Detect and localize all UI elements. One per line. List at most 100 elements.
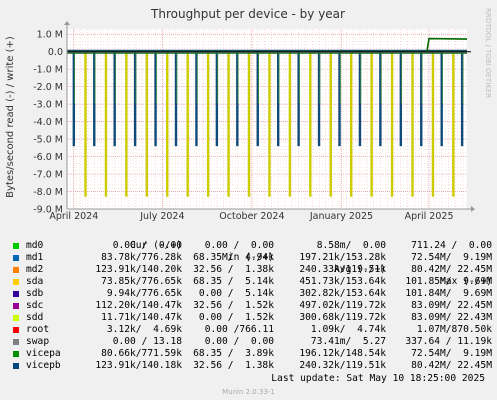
legend: Cur (-/+) Min (-/+) Avg (-/+) Max (-/+) …: [10, 228, 492, 372]
legend-name: md0: [26, 240, 44, 251]
legend-min: 68.35 / 3.89k: [193, 348, 274, 359]
legend-rows: md0 0.00 / 0.00 0.00 / 0.00 8.58m/ 0.00 711.…: [10, 240, 492, 372]
vicepa-write-line: [426, 37, 468, 51]
y-tick-label: -7.0 M: [33, 170, 63, 181]
legend-max: 101.84M/ 9.69M: [405, 288, 492, 299]
y-tick-label: 0.0: [48, 47, 63, 58]
legend-cur: 11.71k/140.47k: [101, 312, 182, 323]
axes: [64, 21, 475, 212]
legend-name: vicepa: [26, 348, 61, 359]
munin-version: Munin 2.0.33-1: [222, 388, 275, 396]
legend-avg: 300.68k/119.72k: [299, 312, 386, 323]
legend-cur: 123.91k/140.20k: [95, 264, 182, 275]
x-tick-label: January 2025: [309, 211, 373, 222]
legend-max: 83.09M/ 22.43M: [411, 312, 492, 323]
legend-min: 32.56 / 1.38k: [193, 360, 274, 371]
legend-avg: 197.21k/153.28k: [299, 252, 386, 263]
legend-min: 32.56 / 1.38k: [193, 264, 274, 275]
legend-name: md1: [26, 252, 44, 263]
chart-title: Throughput per device - by year: [150, 7, 345, 21]
legend-name: root: [26, 324, 50, 335]
legend-avg: 497.02k/119.72k: [299, 300, 386, 311]
legend-max: 80.42M/ 22.45M: [411, 360, 492, 371]
legend-name: swap: [26, 336, 50, 347]
legend-swatch: [13, 303, 19, 309]
y-tick-label: -2.0 M: [33, 82, 63, 93]
legend-header-cur: Cur (-/+): [130, 240, 182, 251]
legend-avg: 196.12k/148.54k: [299, 348, 386, 359]
legend-avg: 240.33k/119.51k: [299, 264, 386, 275]
y-ticks: 1.0 M 0.0 -1.0 M -2.0 M -3.0 M -4.0 M -5.0 M -6…: [33, 30, 63, 216]
legend-min: 68.35 / 5.14k: [193, 276, 274, 287]
legend-min: 0.00 / 0.00: [204, 240, 274, 251]
legend-max: 83.09M/ 22.45M: [411, 300, 492, 311]
series-group: [67, 37, 468, 197]
legend-avg: 451.73k/153.64k: [299, 276, 386, 287]
x-tick-label: July 2024: [139, 211, 184, 222]
legend-swatch: [13, 291, 19, 297]
legend-row-md1: md1 83.78k/776.28k 68.35 / 4.94k 197.21k/15…: [10, 252, 492, 264]
legend-swatch: [13, 267, 19, 273]
legend-header-avg: Avg (-/+): [334, 264, 386, 275]
legend-avg: 240.32k/119.51k: [299, 360, 386, 371]
legend-avg: 73.41m/ 5.27: [310, 336, 386, 347]
y-tick-label: 1.0 M: [37, 30, 63, 41]
chart: Throughput per device - by year Bytes/se…: [5, 7, 492, 222]
legend-max: 101.85M/ 9.69M: [405, 276, 492, 287]
legend-cur: 80.66k/771.59k: [101, 348, 182, 359]
legend-cur: 9.94k/776.65k: [106, 288, 182, 299]
legend-header-row: Cur (-/+) Min (-/+) Avg (-/+) Max (-/+): [10, 228, 492, 287]
legend-max: 337.64 / 11.19k: [405, 336, 492, 347]
legend-name: md2: [26, 264, 44, 275]
legend-swatch: [13, 339, 19, 345]
x-tick-label: October 2024: [219, 211, 284, 222]
legend-row-sda: sda 73.85k/776.65k 68.35 / 5.14k 451.73k/15…: [10, 276, 492, 288]
y-tick-label: -5.0 M: [33, 135, 63, 146]
x-axis-arrow: [471, 206, 475, 212]
legend-name: sdc: [26, 300, 44, 311]
legend-avg: 1.09k/ 4.74k: [310, 324, 386, 335]
legend-row-md0: md0 0.00 / 0.00 0.00 / 0.00 8.58m/ 0.00 711.…: [10, 240, 492, 252]
baseline-noise: [67, 50, 467, 55]
y-tick-label: -3.0 M: [33, 100, 63, 111]
legend-row-sdc: sdc 112.20k/140.47k 32.56 / 1.52k 497.02k/1…: [10, 300, 492, 312]
x-tick-label: April 2025: [405, 211, 454, 222]
legend-swatch: [13, 363, 19, 369]
legend-swatch: [13, 279, 19, 285]
legend-max: 72.54M/ 9.19M: [411, 252, 492, 263]
legend-cur: 73.85k/776.65k: [101, 276, 182, 287]
y-axis-label: Bytes/second read (-) / write (+): [5, 36, 16, 198]
legend-name: sda: [26, 276, 44, 287]
legend-max: 1.07M/870.50k: [416, 324, 492, 335]
legend-cur: 112.20k/140.47k: [95, 300, 182, 311]
legend-swatch: [13, 315, 19, 321]
legend-swatch: [13, 351, 19, 357]
legend-max: 80.42M/ 22.45M: [411, 264, 492, 275]
x-ticks: April 2024 July 2024 October 2024 January 2…: [49, 211, 453, 222]
legend-max: 72.54M/ 9.19M: [411, 348, 492, 359]
legend-swatch: [13, 243, 19, 249]
legend-header-max: Max (-/+): [440, 276, 492, 287]
legend-name: sdb: [26, 288, 44, 299]
legend-cur: 0.00 / 0.00: [112, 240, 182, 251]
legend-name: sdd: [26, 312, 44, 323]
legend-row-sdd: sdd 11.71k/140.47k 0.00 / 1.52k 300.68k/119…: [10, 312, 492, 324]
legend-min: 68.35 / 4.94k: [193, 252, 274, 263]
legend-header-min: Min (-/+): [222, 252, 274, 263]
legend-cur: 0.00 / 13.18: [112, 336, 182, 347]
y-axis-arrow: [64, 21, 70, 25]
legend-row-vicepb: vicepb 123.91k/140.18k 32.56 / 1.38k 240.32…: [10, 360, 492, 372]
legend-min: 32.56 / 1.52k: [193, 300, 274, 311]
legend-swatch: [13, 255, 19, 261]
y-tick-label: -6.0 M: [33, 152, 63, 163]
legend-swatch: [13, 327, 19, 333]
legend-row-root: root 3.12k/ 4.69k 0.00 /766.11 1.09k/ 4.74k…: [10, 324, 492, 336]
legend-row-sdb: sdb 9.94k/776.65k 0.00 / 5.14k 302.82k/153.…: [10, 288, 492, 300]
legend-avg: 8.58m/ 0.00: [316, 240, 386, 251]
legend-cur: 83.78k/776.28k: [101, 252, 182, 263]
y-tick-label: -8.0 M: [33, 187, 63, 198]
legend-avg: 302.82k/153.64k: [299, 288, 386, 299]
legend-row-swap: swap 0.00 / 13.18 0.00 / 0.00 73.41m/ 5.27 3…: [10, 336, 492, 348]
legend-min: 0.00 / 5.14k: [198, 288, 274, 299]
legend-name: vicepb: [26, 360, 61, 371]
